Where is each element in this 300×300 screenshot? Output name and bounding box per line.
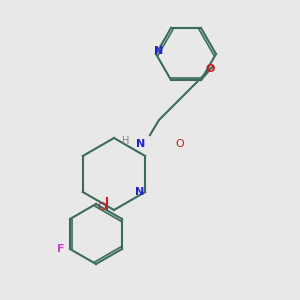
Text: N: N bbox=[135, 187, 144, 197]
Text: N: N bbox=[136, 139, 146, 149]
Text: O: O bbox=[98, 202, 106, 212]
Text: N: N bbox=[154, 46, 164, 56]
Text: O: O bbox=[205, 64, 215, 74]
Text: H: H bbox=[122, 136, 130, 146]
Text: F: F bbox=[57, 244, 65, 254]
Text: O: O bbox=[176, 139, 184, 149]
